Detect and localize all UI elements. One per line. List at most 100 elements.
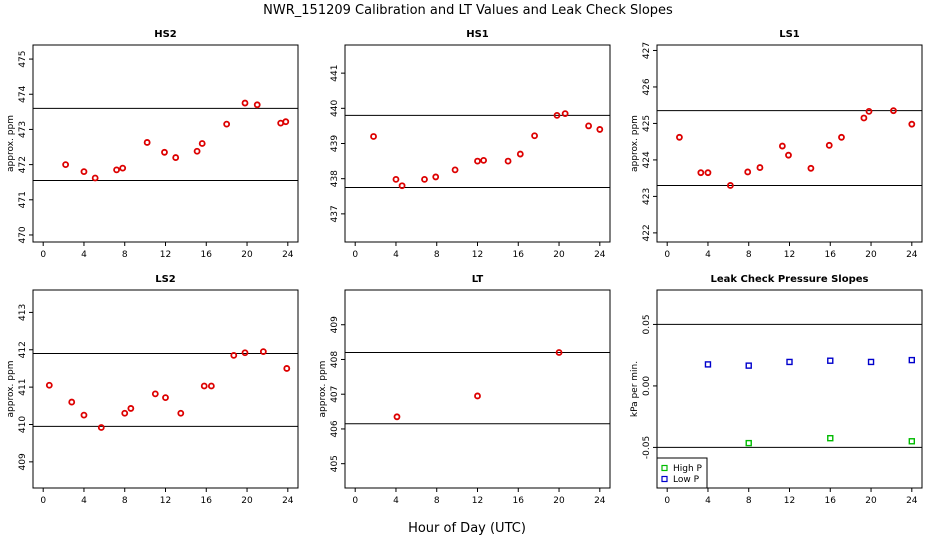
x-tick-label: 12 [784, 496, 795, 506]
data-point [119, 164, 127, 172]
x-tick-label: 8 [122, 496, 128, 506]
chart-panel: LS1 0 4 8 12 16 20 24 422 423 424 425 426 427 approx. … [630, 29, 923, 260]
x-tick-label: 8 [746, 496, 752, 506]
x-tick-label: 16 [825, 250, 837, 260]
y-tick-label: 411 [18, 379, 28, 396]
x-tick-label: 16 [201, 496, 213, 506]
y-tick-label: 424 [642, 151, 652, 168]
x-tick-label: 4 [705, 250, 711, 260]
chart-panel: HS2 0 4 8 12 16 20 24 470 471 472 473 474 475 approx. … [6, 29, 299, 260]
data-point [480, 156, 488, 164]
data-point [838, 133, 845, 141]
y-tick-label: 413 [18, 304, 28, 321]
data-point [827, 357, 834, 364]
panel-title: LS1 [779, 29, 800, 40]
y-tick-label: 473 [18, 121, 28, 138]
data-point [890, 107, 897, 115]
y-tick-label: 438 [330, 170, 340, 187]
x-tick-label: 24 [906, 496, 918, 506]
data-point [786, 358, 793, 366]
y-axis-label: approx. ppm [318, 361, 328, 418]
panel-title: LT [472, 274, 484, 285]
x-tick-label: 24 [906, 250, 918, 260]
data-point [867, 358, 875, 366]
y-tick-label: 0.00 [642, 376, 652, 396]
y-tick-label: 427 [642, 42, 652, 59]
panel-title: HS2 [154, 29, 177, 40]
x-tick-label: 12 [784, 250, 795, 260]
x-tick-label: 12 [160, 496, 171, 506]
data-point [908, 356, 916, 364]
x-tick-label: 4 [81, 496, 87, 506]
data-point [207, 382, 215, 390]
y-axis-label: kPa per min. [630, 361, 640, 417]
panel-title: LS2 [155, 274, 176, 285]
x-tick-label: 16 [201, 250, 213, 260]
x-tick-label: 8 [434, 496, 440, 506]
data-point [91, 174, 99, 182]
data-point [704, 169, 712, 177]
plot-frame [32, 289, 299, 489]
data-point [241, 349, 249, 357]
data-point [392, 175, 400, 183]
x-tick-label: 20 [553, 250, 565, 260]
y-tick-label: 426 [642, 78, 652, 95]
x-tick-label: 24 [594, 250, 606, 260]
plot-frame [32, 44, 299, 243]
data-point [451, 166, 459, 174]
data-point [421, 175, 428, 183]
x-tick-label: 12 [472, 496, 483, 506]
legend-marker [661, 475, 668, 483]
data-point [516, 150, 524, 158]
x-tick-label: 0 [664, 250, 670, 260]
x-tick-label: 24 [282, 250, 294, 260]
data-point [474, 157, 481, 165]
panel-title: HS1 [466, 29, 489, 40]
x-tick-label: 8 [746, 250, 752, 260]
data-point [825, 141, 833, 149]
x-tick-label: 20 [241, 496, 253, 506]
data-point [745, 439, 752, 447]
y-axis-label: approx. ppm [6, 361, 16, 418]
data-point [807, 164, 815, 172]
x-tick-label: 0 [352, 250, 358, 260]
x-tick-label: 0 [352, 496, 358, 506]
data-point [282, 118, 290, 126]
data-point [785, 151, 792, 159]
plot-frame [344, 289, 611, 489]
y-tick-label: 422 [642, 224, 652, 241]
y-tick-label: -0.05 [642, 436, 652, 459]
plot-frame [344, 44, 611, 243]
data-point [127, 405, 135, 412]
chart-panel: LT 0 4 8 12 16 20 24 405 406 407 408 409 approx. ppm [318, 274, 611, 506]
data-point [80, 168, 88, 176]
y-tick-label: 406 [330, 420, 340, 437]
data-point [596, 126, 604, 133]
y-axis-label: approx. ppm [6, 115, 16, 172]
x-tick-label: 16 [513, 496, 525, 506]
data-point [553, 111, 561, 119]
data-point [908, 120, 916, 128]
data-point [283, 365, 291, 372]
y-tick-label: 470 [18, 226, 28, 243]
x-tick-label: 20 [241, 250, 253, 260]
data-point [151, 390, 159, 398]
y-tick-label: 440 [330, 99, 340, 116]
data-point [745, 362, 752, 369]
y-tick-label: 0.05 [642, 314, 652, 334]
data-point [827, 434, 834, 442]
y-tick-label: 407 [330, 386, 340, 403]
data-point [561, 110, 569, 117]
x-tick-label: 4 [393, 496, 399, 506]
data-point [172, 154, 180, 161]
data-point [398, 182, 406, 190]
plot-frame [656, 44, 923, 243]
y-tick-label: 441 [330, 65, 340, 82]
data-point [177, 409, 185, 417]
data-point [97, 424, 105, 431]
data-point [200, 382, 208, 390]
x-tick-label: 8 [434, 250, 440, 260]
y-tick-label: 409 [18, 453, 28, 470]
